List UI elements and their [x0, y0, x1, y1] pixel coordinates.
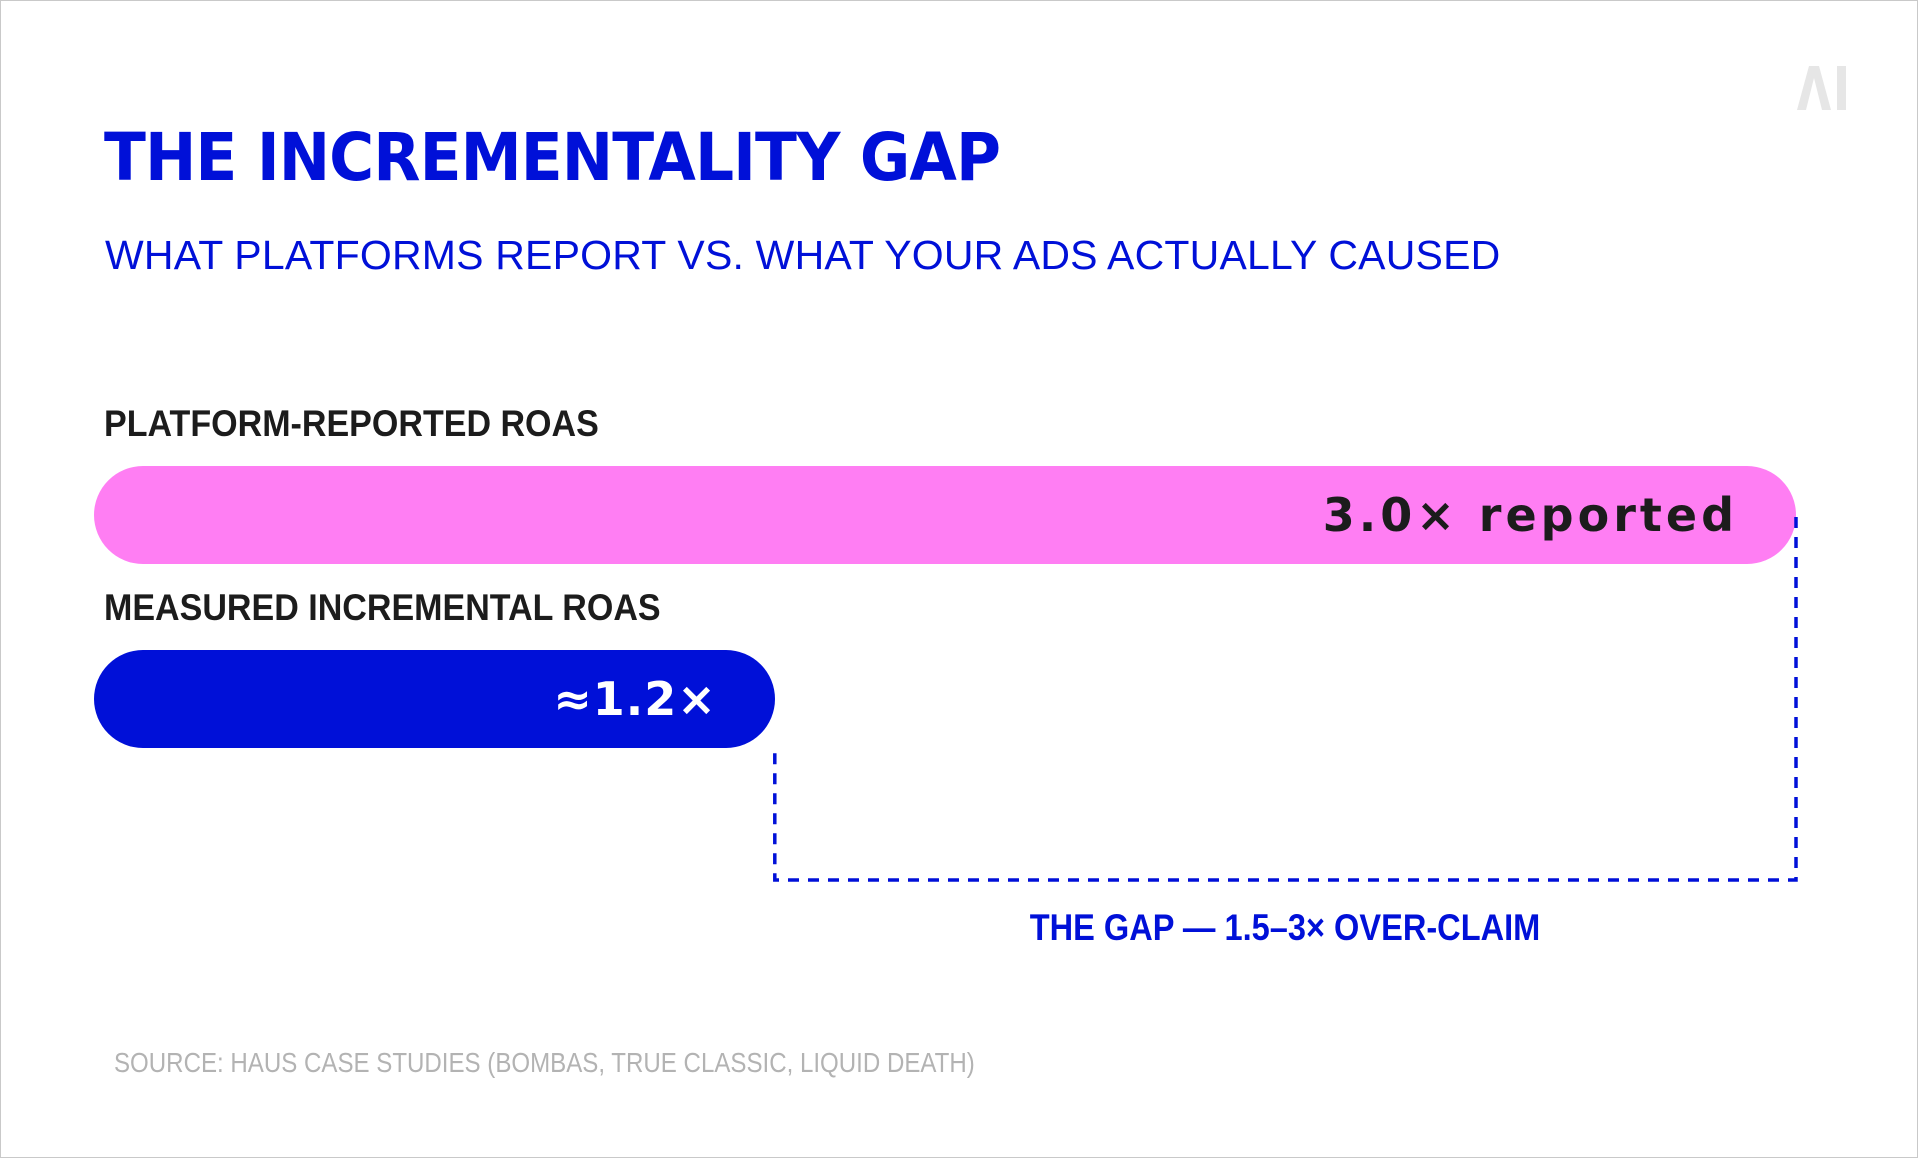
data-label-reported: 3.0× reported: [1322, 488, 1738, 542]
data-label-incremental: ≈1.2×: [553, 672, 717, 726]
bar-incremental: ≈1.2×: [94, 650, 775, 748]
source-note: SOURCE: HAUS CASE STUDIES (BOMBAS, TRUE …: [114, 1047, 975, 1078]
category-label-reported: PLATFORM-REPORTED ROAS: [104, 403, 599, 444]
ai-logo: AI: [1797, 66, 1846, 110]
gap-annotation: THE GAP — 1.5–3× OVER-CLAIM: [1030, 907, 1541, 948]
chart-title: THE INCREMENTALITY GAP: [104, 119, 1001, 196]
category-label-incremental: MEASURED INCREMENTAL ROAS: [104, 587, 661, 628]
chart-subtitle: WHAT PLATFORMS REPORT VS. WHAT YOUR ADS …: [105, 232, 1501, 278]
bar-reported: 3.0× reported: [94, 466, 1796, 564]
